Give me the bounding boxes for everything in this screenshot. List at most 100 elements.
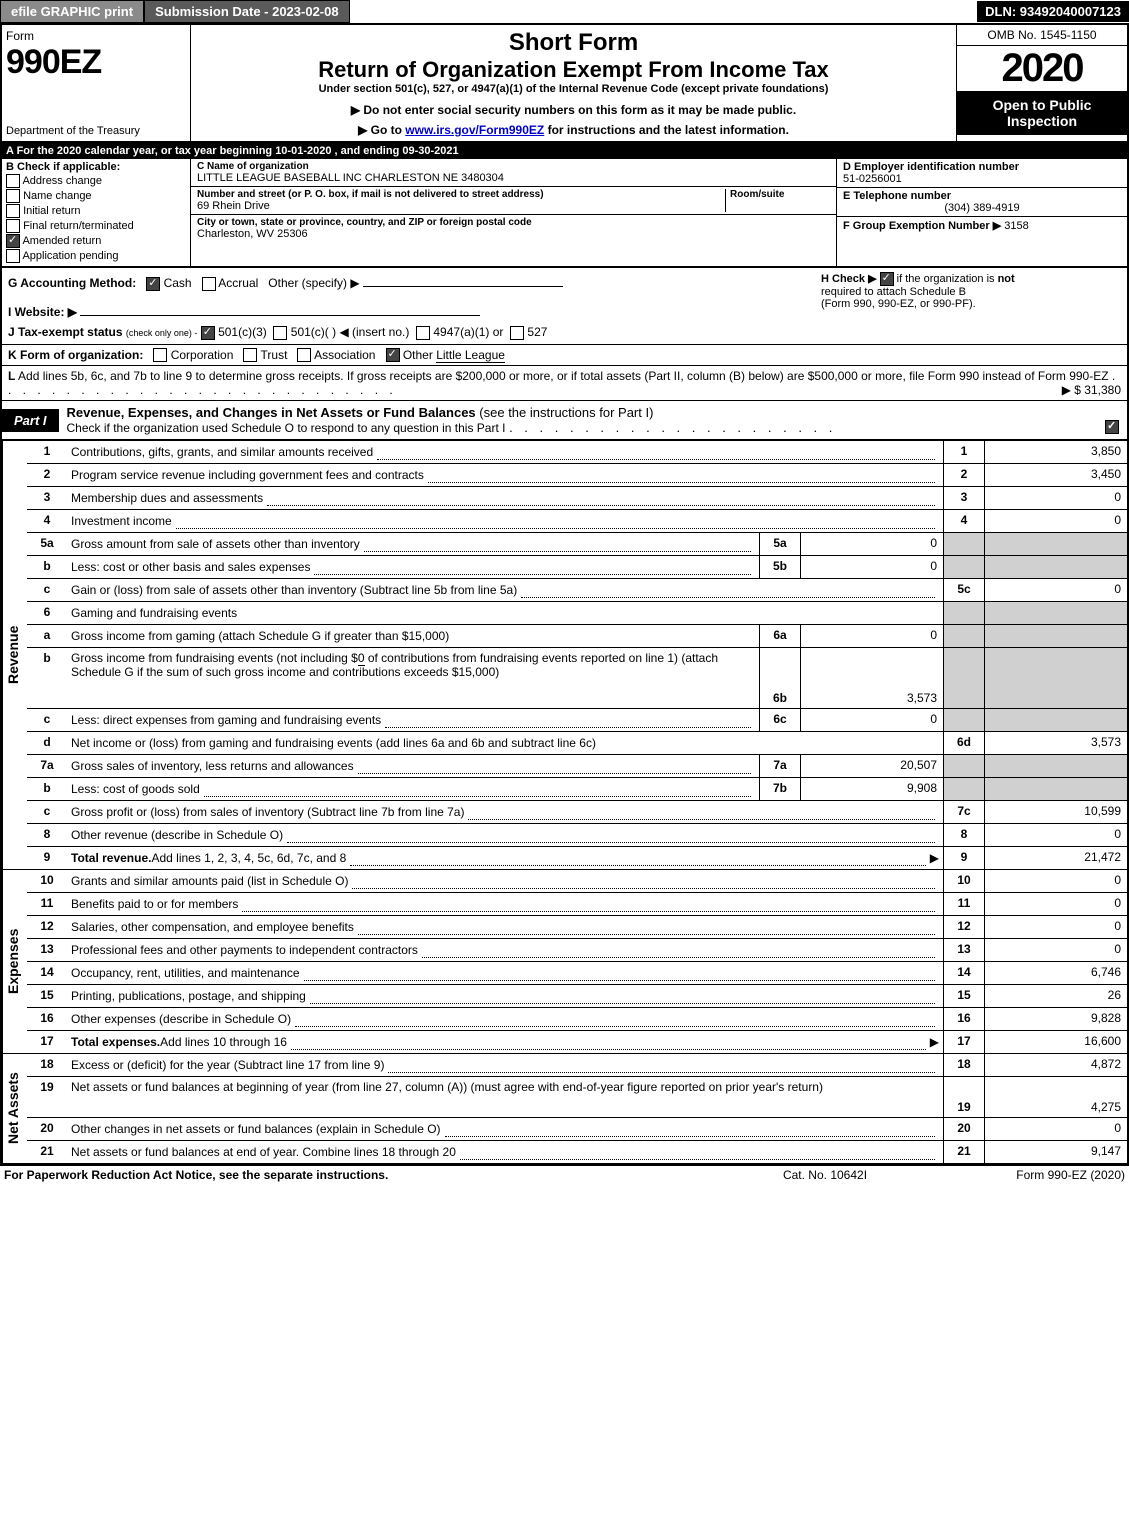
- total-val: 0: [984, 510, 1127, 532]
- ein-label: D Employer identification number: [843, 161, 1121, 173]
- total-val: 6,746: [984, 962, 1127, 984]
- line-no: d: [27, 732, 67, 754]
- cash-label: Cash: [164, 276, 192, 290]
- trust-checkbox[interactable]: [243, 348, 257, 362]
- h-txt1: if the organization is: [897, 273, 998, 285]
- application-pending-checkbox[interactable]: [6, 249, 20, 263]
- group-value: 3158: [1004, 220, 1028, 232]
- c-column: C Name of organization LITTLE LEAGUE BAS…: [190, 159, 836, 266]
- final-return-checkbox[interactable]: [6, 219, 20, 233]
- line-text: Gross sales of inventory, less returns a…: [71, 759, 354, 773]
- line-no: 4: [27, 510, 67, 532]
- goto-line: ▶ Go to www.irs.gov/Form990EZ for instru…: [195, 123, 952, 137]
- initial-return-checkbox[interactable]: [6, 204, 20, 218]
- line-text: Net assets or fund balances at end of ye…: [71, 1145, 456, 1159]
- g-line: G Accounting Method: Cash Accrual Other …: [8, 272, 821, 291]
- schedule-o-checkbox[interactable]: [1105, 420, 1119, 434]
- city-label: City or town, state or province, country…: [197, 217, 830, 228]
- line-19: 19Net assets or fund balances at beginni…: [27, 1077, 1127, 1118]
- line-no: b: [27, 648, 67, 708]
- total-val: 4,872: [984, 1054, 1127, 1076]
- other-specify-label: Other (specify) ▶: [268, 276, 359, 290]
- gray-cell: [984, 602, 1127, 624]
- accrual-label: Accrual: [218, 276, 258, 290]
- sub-no: 6b: [759, 648, 800, 708]
- efile-button[interactable]: efile GRAPHIC print: [0, 0, 144, 23]
- 4947-checkbox[interactable]: [416, 326, 430, 340]
- total-no: 20: [943, 1118, 984, 1140]
- form-label: Form: [6, 29, 186, 43]
- gray-cell: [943, 778, 984, 800]
- tel-label: E Telephone number: [843, 190, 1121, 202]
- line-text: Gain or (loss) from sale of assets other…: [71, 583, 517, 597]
- line-6: 6Gaming and fundraising events: [27, 602, 1127, 625]
- sub-val: 0: [800, 625, 943, 647]
- schedule-b-checkbox[interactable]: [880, 272, 894, 286]
- total-val: 0: [984, 824, 1127, 846]
- gray-cell: [984, 778, 1127, 800]
- address-change-checkbox[interactable]: [6, 174, 20, 188]
- org-name-label: C Name of organization: [197, 161, 830, 172]
- total-val: 10,599: [984, 801, 1127, 823]
- line-text: Net assets or fund balances at beginning…: [71, 1080, 823, 1094]
- website-field[interactable]: [80, 301, 480, 316]
- cat-no: Cat. No. 10642I: [725, 1168, 925, 1182]
- total-val: 4,275: [984, 1077, 1127, 1117]
- page-footer: For Paperwork Reduction Act Notice, see …: [0, 1165, 1129, 1184]
- gray-cell: [943, 533, 984, 555]
- j-line: J Tax-exempt status (check only one) - 5…: [8, 325, 821, 340]
- total-val: 0: [984, 870, 1127, 892]
- cash-checkbox[interactable]: [146, 277, 160, 291]
- line-no: 3: [27, 487, 67, 509]
- ein-value: 51-0256001: [843, 173, 1121, 185]
- line-6a: aGross income from gaming (attach Schedu…: [27, 625, 1127, 648]
- gray-cell: [943, 648, 984, 708]
- line-text: Less: cost of goods sold: [71, 782, 200, 796]
- line-7c: cGross profit or (loss) from sales of in…: [27, 801, 1127, 824]
- irs-link[interactable]: www.irs.gov/Form990EZ: [405, 123, 544, 137]
- other-org-checkbox[interactable]: [386, 348, 400, 362]
- accrual-checkbox[interactable]: [202, 277, 216, 291]
- h-txt3: (Form 990, 990-EZ, or 990-PF).: [821, 298, 976, 310]
- h-label: H Check ▶: [821, 273, 877, 285]
- i-line: I Website: ▶: [8, 301, 821, 319]
- line-no: b: [27, 556, 67, 578]
- line-no: c: [27, 579, 67, 601]
- header-right: OMB No. 1545-1150 2020 Open to Public In…: [956, 25, 1127, 141]
- total-no: 6d: [943, 732, 984, 754]
- room-label: Room/suite: [730, 189, 830, 200]
- street-row: Number and street (or P. O. box, if mail…: [191, 187, 836, 215]
- line-15: 15Printing, publications, postage, and s…: [27, 985, 1127, 1008]
- part1-title: Revenue, Expenses, and Changes in Net As…: [59, 401, 1127, 439]
- 527-checkbox[interactable]: [510, 326, 524, 340]
- line-no: 12: [27, 916, 67, 938]
- name-change-checkbox[interactable]: [6, 189, 20, 203]
- amended-return-checkbox[interactable]: [6, 234, 20, 248]
- other-org-label: Other: [403, 348, 433, 362]
- form-header: Form 990EZ Department of the Treasury Sh…: [0, 23, 1129, 143]
- submission-date-button[interactable]: Submission Date - 2023-02-08: [144, 0, 350, 23]
- other-specify-field[interactable]: [363, 272, 563, 287]
- total-val: 3,573: [984, 732, 1127, 754]
- line-no: 10: [27, 870, 67, 892]
- line-text: Occupancy, rent, utilities, and maintena…: [71, 966, 300, 980]
- assoc-checkbox[interactable]: [297, 348, 311, 362]
- sub-val: 0: [800, 556, 943, 578]
- corp-checkbox[interactable]: [153, 348, 167, 362]
- 501c-checkbox[interactable]: [273, 326, 287, 340]
- address-change-label: Address change: [22, 175, 102, 187]
- line-text: Add lines 1, 2, 3, 4, 5c, 6d, 7c, and 8: [151, 851, 346, 865]
- k-line: K Form of organization: Corporation Trus…: [0, 345, 1129, 367]
- fundraising-amt: 0: [358, 651, 365, 666]
- trust-label: Trust: [261, 348, 288, 362]
- omb-number: OMB No. 1545-1150: [957, 25, 1127, 46]
- line-18: 18Excess or (deficit) for the year (Subt…: [27, 1054, 1127, 1077]
- total-no: 8: [943, 824, 984, 846]
- line-5b: bLess: cost or other basis and sales exp…: [27, 556, 1127, 579]
- line-3: 3Membership dues and assessments30: [27, 487, 1127, 510]
- form-ref: Form 990-EZ (2020): [925, 1168, 1125, 1182]
- 501c3-checkbox[interactable]: [201, 326, 215, 340]
- total-no: 3: [943, 487, 984, 509]
- l-amount: ▶ $ 31,380: [1062, 383, 1121, 397]
- h-block: H Check ▶ if the organization is not req…: [821, 272, 1121, 340]
